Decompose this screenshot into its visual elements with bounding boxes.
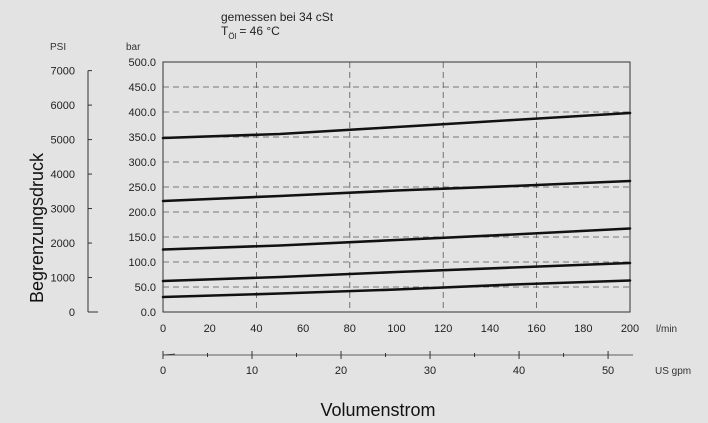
bar-tick-label: 500.0 [128, 57, 156, 69]
x2-unit-label: US gpm [655, 366, 691, 377]
bar-tick-label: 50.0 [135, 282, 156, 294]
bar-tick-label: 0.0 [141, 307, 156, 319]
series-group [161, 111, 632, 299]
bar-tick-label: 400.0 [128, 107, 156, 119]
gpm-tick-label: 20 [335, 365, 347, 377]
x-tick-label: 40 [250, 323, 262, 335]
series-line-5 [161, 111, 632, 140]
x-unit-label: l/min [656, 324, 677, 335]
x-tick-label: 160 [527, 323, 545, 335]
gpm-tick-label: 10 [246, 365, 258, 377]
bar-tick-label: 350.0 [128, 132, 156, 144]
x-tick-label: 200 [621, 323, 639, 335]
gpm-tick-label: 0 [160, 365, 166, 377]
bar-tick-label: 300.0 [128, 157, 156, 169]
psi-tick-label: 0 [69, 307, 75, 319]
bar-unit-label: bar [126, 42, 141, 53]
bar-tick-label: 100.0 [128, 257, 156, 269]
annotation-line-2: TÖl = 46 °C [221, 24, 280, 41]
bar-tick-label: 450.0 [128, 82, 156, 94]
series-line-4 [161, 179, 632, 203]
x-tick-label: 100 [387, 323, 405, 335]
series-line-1 [161, 279, 632, 299]
axes: 0.050.0100.0150.0200.0250.0300.0350.0400… [51, 57, 640, 377]
psi-tick-label: 4000 [51, 169, 75, 181]
psi-tick-label: 5000 [51, 135, 75, 147]
psi-tick-label: 1000 [51, 273, 75, 285]
series-line-3 [161, 227, 632, 251]
bar-tick-label: 250.0 [128, 182, 156, 194]
gpm-tick-label: 30 [424, 365, 436, 377]
x-tick-label: 120 [434, 323, 452, 335]
psi-tick-label: 7000 [51, 66, 75, 78]
grid [162, 61, 631, 313]
annotation-line-1: gemessen bei 34 cSt [221, 10, 334, 24]
y-axis-title: Begrenzungsdruck [27, 152, 47, 303]
x-tick-label: 20 [204, 323, 216, 335]
gpm-tick-label: 40 [513, 365, 525, 377]
x-tick-label: 0 [160, 323, 166, 335]
series-line-2 [161, 261, 632, 283]
psi-tick-label: 3000 [51, 204, 75, 216]
x-tick-label: 140 [481, 323, 499, 335]
bar-tick-label: 200.0 [128, 207, 156, 219]
x-tick-label: 80 [344, 323, 356, 335]
gpm-tick-label: 50 [602, 365, 614, 377]
gpm-axis-start [162, 353, 176, 356]
psi-tick-label: 2000 [51, 238, 75, 250]
x-tick-label: 60 [297, 323, 309, 335]
x-tick-label: 180 [574, 323, 592, 335]
psi-tick-label: 6000 [51, 100, 75, 112]
psi-unit-label: PSI [50, 42, 66, 53]
bar-tick-label: 150.0 [128, 232, 156, 244]
x-axis-title: Volumenstrom [320, 400, 435, 420]
